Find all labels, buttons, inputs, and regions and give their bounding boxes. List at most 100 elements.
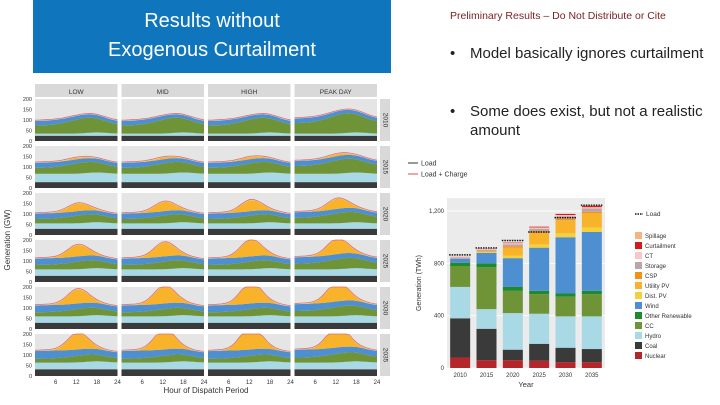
- dispatch-area-layer: [121, 334, 204, 353]
- load-plus-charge-line: [121, 286, 205, 306]
- dispatch-area-layer: [121, 275, 204, 282]
- legend-label: CC: [645, 324, 654, 330]
- plot-background: [447, 198, 605, 368]
- legend-swatch: [635, 352, 642, 359]
- dispatch-area-layer: [35, 348, 118, 359]
- load-plus-charge-line: [121, 200, 205, 214]
- dispatch-area-layer: [35, 228, 118, 235]
- stacked-bar-segment: [581, 316, 602, 350]
- stacked-bar-segment: [476, 360, 497, 368]
- stacked-bar-segment: [450, 256, 471, 258]
- dispatch-area-layer: [121, 135, 204, 141]
- stacked-bar-segment: [450, 257, 471, 259]
- annual-generation-bar-chart: 0 400 800 1,200 2010 2015 2020 2025 2030 2035 Year…: [416, 198, 692, 389]
- dispatch-area-layer: [35, 114, 118, 126]
- dispatch-area-layer: [121, 307, 204, 317]
- x-tick-label: 2020: [506, 373, 520, 379]
- slide-title-line-1: Results without: [144, 10, 280, 32]
- x-axis-label: Hour of Dispatch Period: [164, 386, 249, 395]
- legend-swatch: [635, 322, 642, 329]
- legend-label: Nuclear: [645, 354, 666, 360]
- x-tick-label: 6: [313, 380, 317, 386]
- facet-row-label: 2010: [381, 113, 388, 128]
- facet-row-strip: [380, 146, 390, 188]
- stacked-bar-segment: [555, 237, 576, 294]
- facet-legend-label: Load: [421, 161, 437, 168]
- dispatch-area-layer: [121, 260, 204, 270]
- dispatch-area-layer: [121, 161, 204, 174]
- dispatch-area-layer: [294, 315, 377, 323]
- y-tick-label: 100: [23, 353, 32, 359]
- stacked-bar-segment: [476, 250, 497, 253]
- legend-swatch: [635, 342, 642, 349]
- legend-label: CSP: [645, 274, 657, 280]
- dispatch-area-layer: [35, 302, 118, 313]
- dispatch-area-layer: [294, 154, 377, 166]
- dispatch-area-layer: [121, 287, 204, 307]
- dispatch-area-layer: [208, 135, 291, 141]
- stacked-bar-segment: [581, 232, 602, 291]
- legend-swatch: [635, 332, 642, 339]
- stacked-bar-segment: [555, 233, 576, 238]
- dispatch-area-layer: [294, 240, 377, 258]
- dispatch-area-layer: [121, 255, 204, 265]
- stacked-bar-segment: [529, 290, 550, 295]
- dispatch-area-layer: [208, 114, 291, 126]
- facet-legend-label: Load + Charge: [421, 172, 468, 179]
- legend-label: Wind: [645, 304, 659, 310]
- dispatch-area-layer: [294, 113, 377, 134]
- facet-column-label: LOW: [69, 89, 85, 96]
- dispatch-area-layer: [121, 348, 204, 359]
- load-plus-charge-line: [121, 155, 205, 163]
- dispatch-area-layer: [35, 172, 118, 183]
- legend-swatch: [635, 262, 642, 269]
- load-plus-charge-line: [207, 113, 291, 121]
- stacked-bar-segment: [529, 343, 550, 361]
- dispatch-area-layer: [208, 275, 291, 282]
- dispatch-area-layer: [294, 352, 377, 363]
- dispatch-area-layer: [208, 354, 291, 363]
- legend-label: Curtailment: [645, 244, 676, 250]
- y-tick-label: 1,200: [429, 209, 445, 215]
- stacked-bar-segment: [476, 328, 497, 361]
- y-tick-label: 200: [23, 332, 32, 338]
- y-tick-label: 150: [23, 202, 32, 208]
- load-plus-charge-line: [294, 239, 378, 258]
- dispatch-area-layer: [35, 135, 118, 141]
- y-tick-label: 50: [26, 364, 32, 370]
- y-tick-label: 100: [23, 306, 32, 312]
- dispatch-area-layer: [35, 161, 118, 174]
- facet-column-label: HIGH: [241, 89, 258, 96]
- preliminary-note: Preliminary Results – Do Not Distribute …: [450, 10, 666, 22]
- stacked-bar-segment: [450, 286, 471, 319]
- dispatch-area-layer: [35, 322, 118, 329]
- stacked-bar-segment: [502, 360, 523, 368]
- dispatch-area-layer: [35, 315, 118, 323]
- dispatch-area-layer: [208, 315, 291, 323]
- y-tick-label: 100: [23, 165, 32, 171]
- dispatch-area-layer: [35, 132, 118, 136]
- stacked-bar-segment: [476, 252, 497, 264]
- dispatch-area-layer: [121, 268, 204, 276]
- dispatch-area-layer: [208, 214, 291, 224]
- dispatch-area-layer: [294, 334, 377, 351]
- y-tick-label: 200: [23, 144, 32, 150]
- dispatch-area-layer: [294, 135, 377, 141]
- x-tick-label: 6: [140, 380, 144, 386]
- dispatch-area-layer: [294, 211, 377, 224]
- dispatch-area-layer: [121, 354, 204, 363]
- x-tick-label: 12: [332, 380, 339, 386]
- dispatch-area-layer: [294, 153, 377, 162]
- y-tick-label: 50: [26, 176, 32, 182]
- legend-label: Storage: [645, 264, 667, 270]
- load-plus-charge-line: [34, 202, 118, 214]
- y-tick-label: 200: [23, 97, 32, 103]
- legend-label: Load: [646, 211, 661, 218]
- dispatch-area-layer: [35, 289, 118, 307]
- legend-label: Dist. PV: [645, 294, 667, 300]
- y-tick-label: 0: [29, 374, 32, 380]
- stacked-bar-segment: [581, 207, 602, 209]
- dispatch-area-layer: [35, 245, 118, 260]
- stacked-bar-segment: [476, 252, 497, 253]
- stacked-bar-segment: [529, 244, 550, 248]
